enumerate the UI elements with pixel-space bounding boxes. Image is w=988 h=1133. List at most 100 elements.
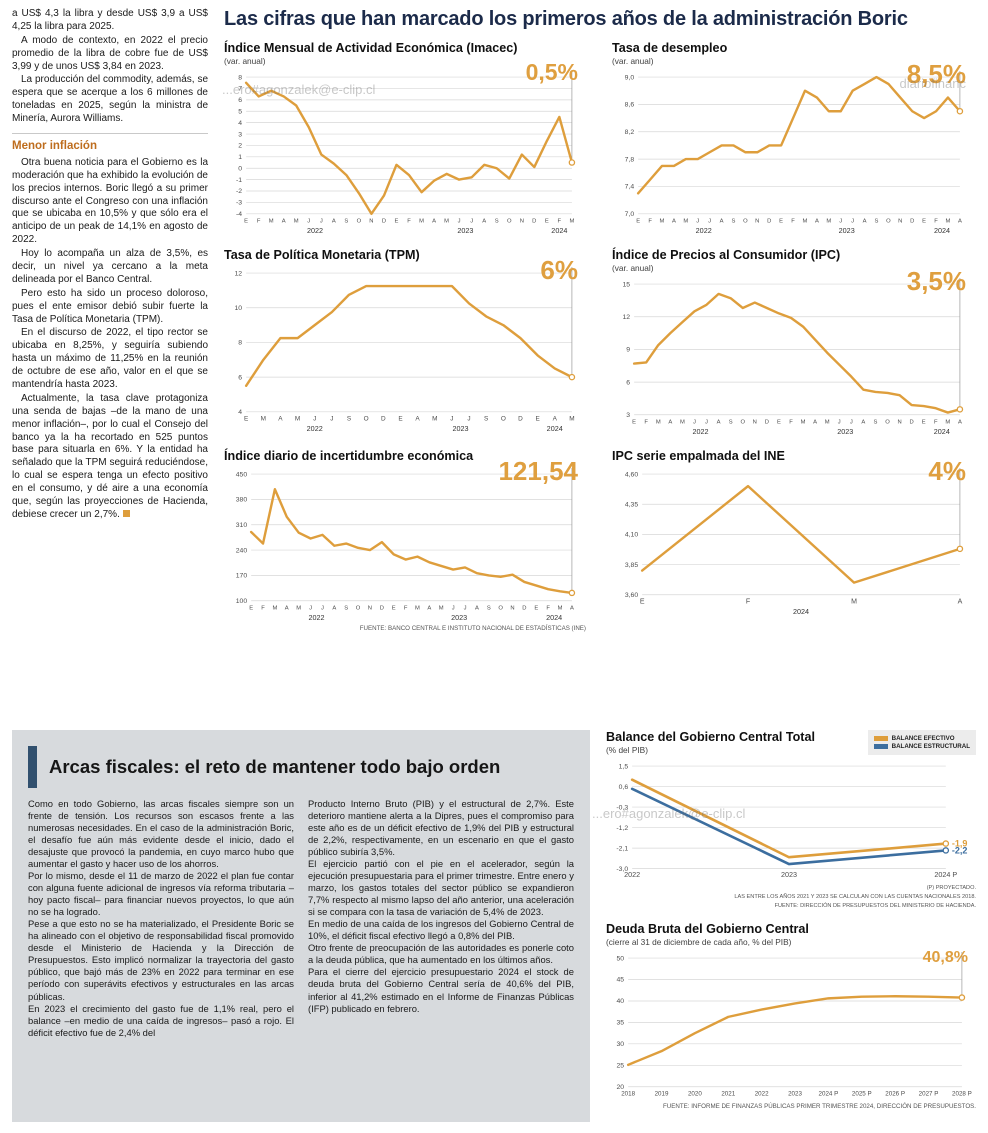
- balance-notes: (P) PROYECTADO. LAS ENTRE LOS AÑOS 2021 …: [606, 884, 976, 911]
- svg-text:8,2: 8,2: [625, 129, 635, 136]
- svg-text:9,0: 9,0: [625, 74, 635, 81]
- svg-text:-0,3: -0,3: [616, 804, 628, 811]
- svg-text:4: 4: [238, 120, 242, 127]
- infographic-main: Las cifras que han marcado los primeros …: [208, 8, 974, 716]
- svg-text:F: F: [257, 218, 261, 224]
- svg-text:J: J: [321, 605, 324, 611]
- legend-swatch-blue: [873, 744, 888, 749]
- svg-text:7: 7: [238, 86, 242, 93]
- header-accent-bar: [28, 746, 37, 788]
- svg-text:M: M: [432, 415, 437, 422]
- svg-text:A: A: [427, 605, 431, 611]
- svg-text:S: S: [484, 415, 488, 422]
- svg-text:M: M: [419, 218, 424, 224]
- svg-text:-1,2: -1,2: [616, 825, 628, 832]
- svg-text:M: M: [825, 419, 830, 425]
- chart-panel-balance: Balance del Gobierno Central Total (% de…: [606, 730, 976, 910]
- svg-text:M: M: [656, 419, 661, 425]
- article-paragraph: Hoy lo acompaña un alza de 3,5%, es deci…: [12, 248, 208, 285]
- svg-text:E: E: [392, 605, 396, 611]
- fiscal-box-columns: Como en todo Gobierno, las arcas fiscale…: [28, 798, 574, 1039]
- svg-text:2024: 2024: [546, 613, 562, 622]
- svg-text:A: A: [332, 605, 336, 611]
- svg-text:4,10: 4,10: [625, 531, 638, 538]
- note-line: LAS ENTRE LOS AÑOS 2021 Y 2023 SE CALCUL…: [734, 893, 976, 900]
- svg-text:O: O: [356, 605, 361, 611]
- svg-text:12: 12: [623, 314, 631, 321]
- svg-text:0,6: 0,6: [619, 784, 629, 791]
- highlight-value: 4%: [928, 455, 966, 486]
- svg-text:M: M: [680, 419, 685, 425]
- svg-text:D: D: [765, 419, 769, 425]
- svg-text:2022: 2022: [692, 427, 708, 436]
- svg-text:2027 P: 2027 P: [919, 1091, 939, 1098]
- svg-text:25: 25: [617, 1063, 625, 1070]
- svg-text:6: 6: [238, 97, 242, 104]
- svg-text:O: O: [357, 218, 362, 224]
- svg-text:J: J: [693, 419, 696, 425]
- chart-panel-tpm: Tasa de Política Monetaria (TPM) 6% 12 10…: [224, 248, 586, 437]
- chart-panel-desempleo: Tasa de desempleo (var. anual) 8,5% 9,0 8…: [612, 41, 974, 236]
- svg-text:8,6: 8,6: [625, 102, 635, 109]
- svg-text:A: A: [553, 415, 558, 422]
- svg-text:A: A: [815, 218, 819, 224]
- svg-text:2021: 2021: [721, 1091, 735, 1098]
- article-paragraph: Actualmente, la tasa clave protagoniza u…: [12, 393, 208, 522]
- highlight-value: 6%: [540, 254, 578, 285]
- svg-text:J: J: [467, 415, 470, 422]
- svg-text:2023: 2023: [781, 870, 797, 879]
- svg-text:N: N: [520, 218, 524, 224]
- svg-text:A: A: [958, 598, 963, 605]
- svg-text:M: M: [683, 218, 688, 224]
- balance-titles: Balance del Gobierno Central Total (% de…: [606, 730, 815, 756]
- svg-text:8: 8: [238, 74, 242, 81]
- svg-text:3,85: 3,85: [625, 562, 638, 569]
- svg-text:F: F: [404, 605, 408, 611]
- svg-text:45: 45: [617, 977, 625, 984]
- svg-text:A: A: [482, 218, 486, 224]
- svg-text:O: O: [507, 218, 512, 224]
- highlight-value: 0,5%: [525, 59, 578, 85]
- svg-text:-3: -3: [236, 200, 242, 207]
- svg-text:2028 P: 2028 P: [952, 1091, 972, 1098]
- article-paragraph: En el discurso de 2022, el tipo rector s…: [12, 327, 208, 390]
- svg-text:F: F: [934, 218, 938, 224]
- svg-text:E: E: [640, 598, 645, 605]
- chart-area: 121,54 450 380 310 240 170 100 E F M A M J J A S O N D E F M…: [224, 458, 586, 623]
- svg-text:240: 240: [236, 547, 248, 554]
- svg-text:N: N: [898, 218, 902, 224]
- svg-text:4,35: 4,35: [625, 501, 638, 508]
- fiscal-paragraph: En 2023 el crecimiento del gasto fue de …: [28, 1002, 294, 1038]
- article-left-column: a US$ 4,3 la libra y desde US$ 3,9 a US$…: [12, 8, 208, 716]
- svg-text:M: M: [558, 605, 563, 611]
- svg-text:A: A: [861, 419, 865, 425]
- svg-text:J: J: [696, 218, 699, 224]
- chart-subtitle: (cierre al 31 de diciembre de cada año, …: [606, 937, 792, 948]
- page-title: Las cifras que han marcado los primeros …: [224, 8, 908, 30]
- chart-area: 8,5% 9,0 8,6 8,2 7,8 7,4 7,0 E F M A M J J A S O N D E F M A M…: [612, 61, 974, 236]
- svg-text:D: D: [767, 218, 771, 224]
- svg-text:N: N: [897, 419, 901, 425]
- svg-text:-1: -1: [236, 177, 242, 184]
- svg-text:A: A: [475, 605, 479, 611]
- svg-text:10: 10: [234, 305, 242, 312]
- svg-text:2022: 2022: [624, 870, 640, 879]
- svg-text:2026 P: 2026 P: [885, 1091, 905, 1098]
- svg-text:E: E: [534, 605, 538, 611]
- svg-text:2023: 2023: [788, 1091, 802, 1098]
- top-section: a US$ 4,3 la libra y desde US$ 3,9 a US$…: [12, 8, 974, 716]
- svg-text:E: E: [777, 419, 781, 425]
- svg-text:A: A: [432, 218, 436, 224]
- svg-text:20: 20: [617, 1084, 625, 1091]
- svg-text:N: N: [510, 605, 514, 611]
- fiscal-paragraph: Pese a que esto no se ha materializado, …: [28, 918, 294, 1002]
- chart-panel-ipc-empalmada: IPC serie empalmada del INE 4% 4,60 4,35 4…: [612, 449, 974, 632]
- chart-title: Deuda Bruta del Gobierno Central: [606, 922, 809, 937]
- svg-text:M: M: [415, 605, 420, 611]
- svg-text:2023: 2023: [451, 613, 467, 622]
- svg-text:J: J: [452, 605, 455, 611]
